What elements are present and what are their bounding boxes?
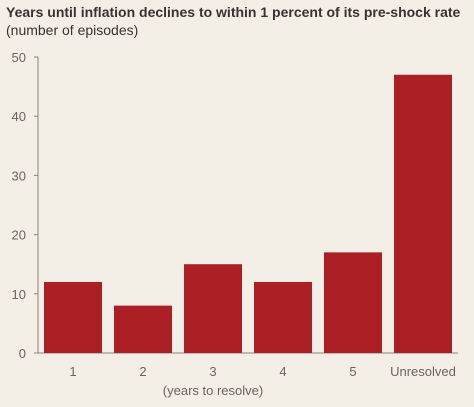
chart-subtitle: (number of episodes) — [6, 22, 139, 38]
bar-5 — [324, 252, 382, 353]
y-tick-label: 10 — [12, 287, 26, 302]
y-tick-label: 30 — [12, 168, 26, 183]
y-tick-label: 20 — [12, 228, 26, 243]
x-tick-label: 5 — [349, 364, 356, 379]
y-tick-label: 40 — [12, 109, 26, 124]
bar-4 — [254, 281, 312, 353]
chart-title: Years until inflation declines to within… — [6, 4, 461, 20]
y-tick-label: 50 — [12, 50, 26, 65]
bar-2 — [114, 305, 172, 353]
x-tick-label: 3 — [209, 364, 216, 379]
x-axis-label: (years to resolve) — [163, 383, 263, 398]
bar-1 — [44, 281, 102, 353]
bar-3 — [184, 264, 242, 353]
x-tick-label: 2 — [139, 364, 146, 379]
x-tick-label: Unresolved — [390, 364, 456, 379]
bar-unresolved — [394, 74, 452, 353]
x-tick-label: 1 — [69, 364, 76, 379]
y-tick-label: 0 — [19, 346, 26, 361]
x-tick-label: 4 — [279, 364, 286, 379]
